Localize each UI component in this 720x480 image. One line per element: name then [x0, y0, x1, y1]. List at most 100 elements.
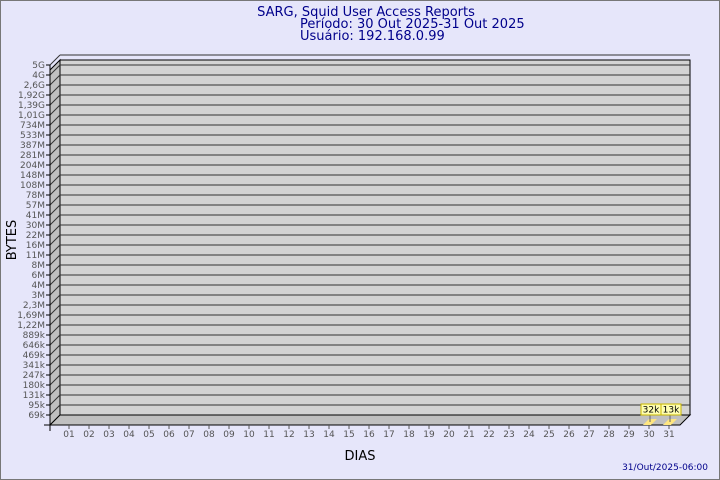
y-tick-label: 11M [26, 251, 45, 261]
x-tick-label: 27 [583, 430, 594, 440]
y-tick-label: 4M [32, 281, 46, 291]
grid-line-side [49, 364, 61, 376]
y-tick-label: 6M [32, 271, 46, 281]
plot-floor [48, 414, 692, 426]
grid-line-side [49, 64, 61, 76]
y-tick-label: 341k [23, 361, 46, 371]
y-tick-label: 5G [32, 61, 45, 71]
grid-line-side [49, 384, 61, 396]
x-tick-label: 15 [343, 430, 354, 440]
y-tick-label: 180k [23, 381, 46, 391]
grid-line-side [49, 174, 61, 186]
grid-line-side [49, 304, 61, 316]
y-tick-label: 95k [28, 401, 45, 411]
grid-line-side [49, 104, 61, 116]
y-tick-label: 8M [32, 261, 46, 271]
y-tick-label: 469k [23, 351, 46, 361]
x-tick-label: 09 [223, 430, 235, 440]
x-tick-label: 31 [663, 430, 674, 440]
y-tick-label: 2,3M [23, 301, 45, 311]
grid-line-side [49, 404, 61, 416]
x-tick-label: 05 [143, 430, 154, 440]
grid-line-side [49, 264, 61, 276]
grid-line-side [49, 94, 61, 106]
y-tick-label: 108M [20, 181, 45, 191]
x-tick-label: 14 [323, 430, 335, 440]
y-tick-label: 533M [20, 131, 45, 141]
bar-label-box [660, 403, 682, 416]
grid-line-side [49, 204, 61, 216]
y-tick-label: 387M [20, 141, 45, 151]
x-tick-label: 02 [83, 430, 94, 440]
plot-back-wall [59, 59, 691, 416]
x-tick-label: 16 [363, 430, 375, 440]
x-tick-label: 08 [203, 430, 215, 440]
y-tick-label: 2,6G [24, 81, 45, 91]
grid-line-side [49, 134, 61, 146]
y-tick-label: 148M [20, 171, 45, 181]
bar-data-label: 32k [643, 406, 660, 416]
x-tick-label: 30 [643, 430, 655, 440]
x-tick-label: 18 [403, 430, 415, 440]
y-tick-label: 1,69M [17, 311, 45, 321]
x-tick-label: 04 [123, 430, 135, 440]
y-tick-label: 3M [32, 291, 46, 301]
grid-line-side [49, 234, 61, 246]
y-tick-label: 204M [20, 161, 45, 171]
y-tick-label: 889k [23, 331, 46, 341]
grid-line-side [49, 324, 61, 336]
x-tick-label: 06 [163, 430, 175, 440]
x-tick-label: 03 [103, 430, 114, 440]
x-tick-label: 17 [383, 430, 394, 440]
y-tick-label: 57M [26, 201, 45, 211]
x-tick-label: 20 [443, 430, 455, 440]
chart-title-line-2: Período: 30 Out 2025-31 Out 2025 [300, 17, 525, 32]
y-tick-label: 30M [26, 221, 45, 231]
x-tick-label: 22 [483, 430, 494, 440]
bar-data-label: 13k [663, 406, 680, 416]
grid-line-side [49, 274, 61, 286]
y-tick-label: 41M [26, 211, 45, 221]
y-tick-label: 734M [20, 121, 45, 131]
grid-line-side [49, 344, 61, 356]
x-tick-label: 23 [503, 430, 514, 440]
grid-line-side [49, 254, 61, 266]
footer-timestamp: 31/Out/2025-06:00 [622, 463, 708, 473]
grid-line-side [49, 354, 61, 366]
grid-line-side [49, 194, 61, 206]
x-tick-label: 24 [523, 430, 535, 440]
y-tick-label: 131k [23, 391, 46, 401]
chart-title-line-1: SARG, Squid User Access Reports [257, 5, 475, 20]
y-tick-label: 281M [20, 151, 45, 161]
grid-line-side [49, 114, 61, 126]
y-tick-label: 69k [28, 411, 45, 421]
x-axis-label: DIAS [345, 449, 376, 464]
x-tick-label: 26 [563, 430, 575, 440]
grid-line-side [49, 184, 61, 196]
chart-title-line-3: Usuário: 192.168.0.99 [300, 29, 445, 44]
y-tick-label: 646k [23, 341, 46, 351]
x-tick-label: 10 [243, 430, 255, 440]
grid-line-side [49, 54, 61, 66]
x-tick-label: 25 [543, 430, 554, 440]
grid-line-side [49, 84, 61, 96]
y-tick-label: 22M [26, 231, 45, 241]
grid-line-side [49, 74, 61, 86]
grid-line-side [49, 314, 61, 326]
grid-line-side [49, 284, 61, 296]
y-tick-label: 16M [26, 241, 45, 251]
x-tick-label: 01 [63, 430, 74, 440]
grid-line-side [49, 224, 61, 236]
y-tick-label: 1,22M [17, 321, 45, 331]
x-tick-label: 13 [303, 430, 314, 440]
grid-line-side [49, 294, 61, 306]
y-tick-label: 1,39G [18, 101, 45, 111]
x-tick-label: 07 [183, 430, 194, 440]
grid-line-side [49, 394, 61, 406]
grid-line-side [49, 244, 61, 256]
x-tick-label: 28 [603, 430, 615, 440]
grid-line-side [49, 334, 61, 346]
grid-line-side [49, 374, 61, 386]
y-tick-label: 247k [23, 371, 46, 381]
